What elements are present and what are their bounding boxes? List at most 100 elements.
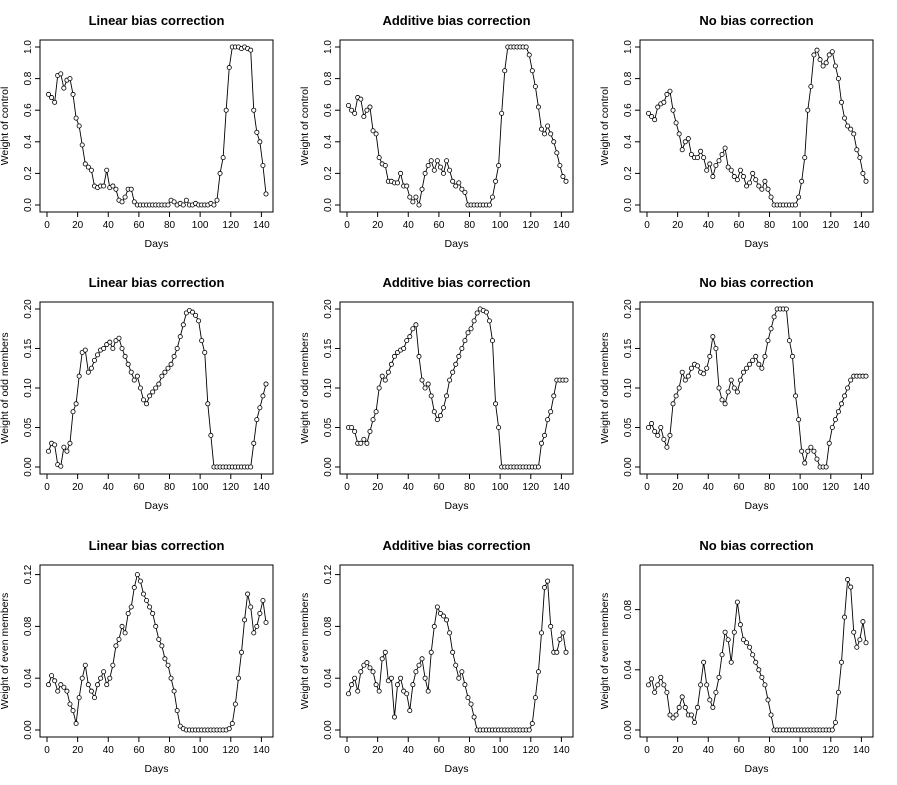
data-point bbox=[826, 440, 832, 446]
x-tick-label: 140 bbox=[253, 220, 270, 231]
data-point bbox=[532, 84, 538, 90]
y-tick-label: 0.10 bbox=[323, 378, 334, 398]
data-point bbox=[704, 682, 710, 688]
x-tick-label: 40 bbox=[403, 220, 415, 231]
data-point bbox=[707, 697, 713, 703]
data-point bbox=[440, 613, 446, 619]
data-point bbox=[805, 448, 811, 454]
y-tick-label: 0.2 bbox=[323, 166, 334, 180]
data-point bbox=[52, 678, 58, 684]
data-point bbox=[554, 649, 560, 655]
y-tick-label: 0.08 bbox=[23, 616, 34, 636]
data-point bbox=[805, 107, 811, 113]
data-point bbox=[422, 675, 428, 681]
data-point bbox=[113, 643, 119, 649]
data-point bbox=[70, 91, 76, 97]
data-point bbox=[734, 389, 740, 395]
y-tick-label: 0.2 bbox=[623, 166, 634, 180]
data-point bbox=[719, 652, 725, 658]
data-point bbox=[254, 129, 260, 135]
x-tick-label: 20 bbox=[672, 482, 684, 493]
series-line bbox=[348, 579, 567, 731]
data-point bbox=[370, 669, 376, 675]
data-point bbox=[58, 682, 64, 688]
data-point bbox=[159, 643, 165, 649]
data-point bbox=[349, 682, 355, 688]
data-point bbox=[76, 373, 82, 379]
panel-7: Linear bias correction Days Weight of even… bbox=[0, 538, 274, 775]
data-point bbox=[691, 719, 697, 725]
x-tick-label: 60 bbox=[133, 745, 145, 756]
data-point bbox=[156, 636, 162, 642]
data-point bbox=[658, 674, 664, 680]
data-point bbox=[747, 180, 753, 186]
data-point bbox=[829, 424, 835, 430]
data-point bbox=[85, 369, 91, 375]
y-tick-label: 0.04 bbox=[623, 660, 634, 680]
y-tick-label: 0.15 bbox=[23, 338, 34, 358]
data-point bbox=[646, 424, 652, 430]
data-point bbox=[110, 345, 116, 351]
y-tick-label: 1.0 bbox=[23, 40, 34, 54]
data-point bbox=[456, 675, 462, 681]
data-point bbox=[768, 326, 774, 332]
data-point bbox=[456, 180, 462, 186]
y-axis-label: Weight of odd members bbox=[299, 332, 311, 443]
y-tick-label: 0.2 bbox=[23, 166, 34, 180]
data-point bbox=[413, 194, 419, 200]
data-point bbox=[731, 385, 737, 391]
data-point bbox=[64, 688, 70, 694]
data-point bbox=[58, 71, 64, 77]
data-point bbox=[542, 131, 548, 137]
y-tick-label: 0.05 bbox=[323, 417, 334, 437]
data-point bbox=[242, 617, 248, 623]
data-point bbox=[682, 377, 688, 383]
x-tick-label: 60 bbox=[733, 745, 745, 756]
data-point bbox=[814, 456, 820, 462]
data-point bbox=[67, 701, 73, 707]
data-point bbox=[719, 397, 725, 403]
data-point bbox=[116, 636, 122, 642]
data-point bbox=[535, 104, 541, 110]
x-tick-label: 20 bbox=[372, 745, 384, 756]
data-point bbox=[655, 432, 661, 438]
data-point bbox=[539, 126, 545, 132]
data-point bbox=[496, 162, 502, 168]
data-point bbox=[667, 712, 673, 718]
data-point bbox=[352, 428, 358, 434]
data-point bbox=[76, 123, 82, 129]
data-point bbox=[437, 610, 443, 616]
data-point bbox=[416, 353, 422, 359]
data-point bbox=[444, 393, 450, 399]
data-point bbox=[76, 695, 82, 701]
data-point bbox=[652, 689, 658, 695]
data-point bbox=[545, 578, 551, 584]
data-point bbox=[140, 591, 146, 597]
data-point bbox=[64, 448, 70, 454]
plot-frame bbox=[339, 564, 574, 738]
x-tick-label: 120 bbox=[222, 482, 239, 493]
data-point bbox=[376, 155, 382, 161]
data-point bbox=[765, 338, 771, 344]
x-tick-label: 140 bbox=[553, 745, 570, 756]
data-point bbox=[431, 409, 437, 415]
data-point bbox=[419, 186, 425, 192]
data-point bbox=[367, 104, 373, 110]
data-point bbox=[532, 695, 538, 701]
data-point bbox=[563, 649, 569, 655]
data-point bbox=[701, 371, 707, 377]
data-point bbox=[165, 365, 171, 371]
data-point bbox=[710, 704, 716, 710]
data-point bbox=[128, 604, 134, 610]
data-point bbox=[796, 417, 802, 423]
data-point bbox=[91, 357, 97, 363]
data-point bbox=[768, 712, 774, 718]
plot-frame bbox=[639, 301, 874, 475]
data-point bbox=[789, 353, 795, 359]
data-point bbox=[450, 369, 456, 375]
data-point bbox=[46, 448, 52, 454]
data-point bbox=[823, 464, 829, 470]
x-tick-label: 80 bbox=[464, 220, 476, 231]
x-tick-label: 40 bbox=[703, 482, 715, 493]
data-point bbox=[707, 353, 713, 359]
